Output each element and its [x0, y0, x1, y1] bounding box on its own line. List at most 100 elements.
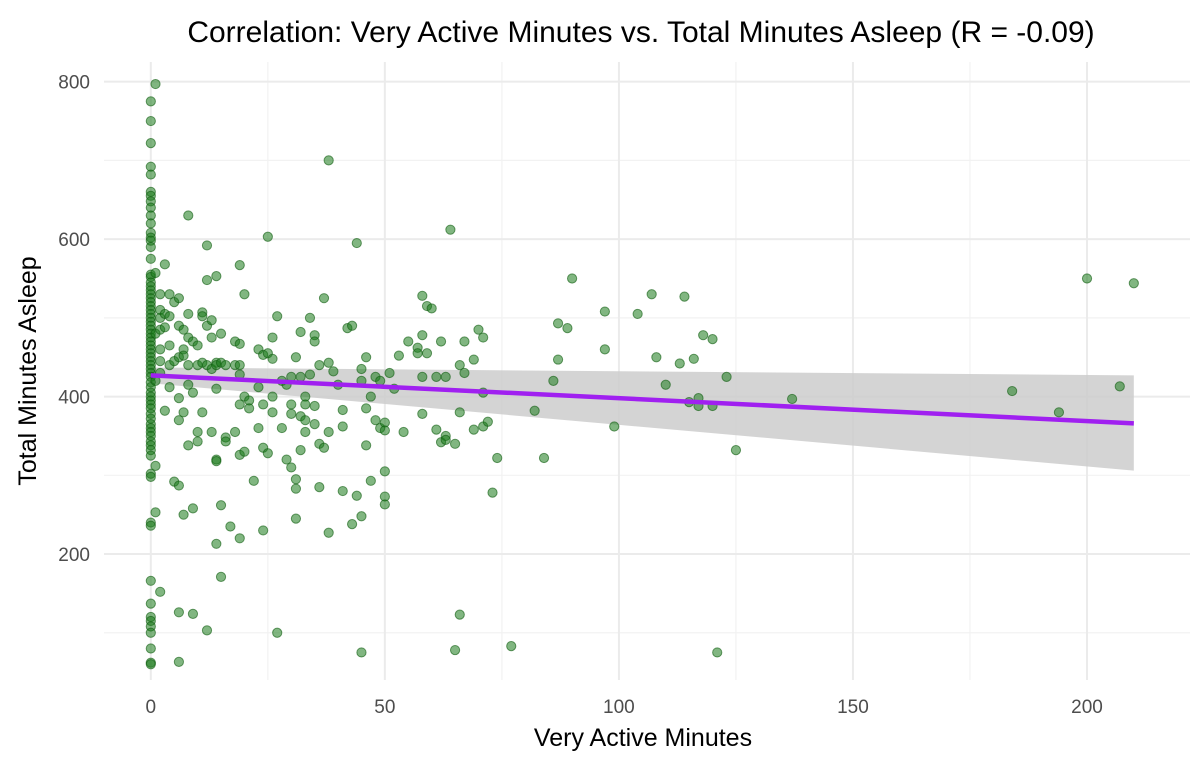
- data-point: [323, 357, 334, 368]
- data-point: [314, 359, 325, 371]
- data-point: [337, 421, 348, 432]
- data-point: [449, 644, 461, 656]
- y-axis-title: Total Minutes Asleep: [14, 256, 42, 485]
- data-point: [356, 647, 367, 658]
- data-point: [187, 608, 199, 619]
- data-point: [145, 253, 156, 264]
- data-point: [787, 393, 798, 405]
- y-tick-label: 400: [58, 388, 90, 409]
- data-point: [721, 371, 732, 383]
- data-point: [220, 436, 231, 447]
- data-point: [417, 408, 428, 420]
- data-point: [159, 259, 170, 270]
- data-point: [239, 446, 250, 457]
- y-tick-label: 200: [58, 545, 90, 566]
- data-point: [206, 426, 217, 438]
- data-point: [192, 426, 203, 438]
- data-point: [206, 315, 217, 326]
- data-point: [712, 647, 723, 658]
- data-point: [365, 475, 376, 486]
- data-point: [178, 407, 189, 418]
- x-tick-label: 0: [146, 697, 157, 718]
- data-point: [468, 354, 479, 365]
- data-point: [314, 482, 325, 493]
- data-point: [365, 391, 376, 402]
- data-point: [562, 322, 573, 334]
- data-point: [379, 466, 390, 477]
- data-point: [567, 273, 578, 284]
- data-point: [698, 330, 709, 341]
- data-point: [178, 350, 189, 361]
- x-tick-label: 200: [1071, 697, 1103, 718]
- data-point: [192, 340, 203, 351]
- data-point: [1053, 407, 1065, 418]
- data-point: [309, 336, 320, 347]
- data-point: [290, 483, 302, 494]
- data-point: [164, 311, 175, 322]
- data-point: [449, 438, 461, 449]
- chart-title: Correlation: Very Active Minutes vs. Tot…: [187, 16, 1094, 49]
- data-point: [323, 155, 334, 166]
- data-point: [145, 520, 156, 531]
- data-point: [173, 415, 184, 426]
- data-point: [150, 267, 161, 279]
- x-tick-label: 150: [837, 697, 869, 718]
- data-point: [211, 383, 222, 394]
- data-point: [234, 338, 245, 349]
- data-point: [552, 318, 564, 329]
- data-point: [234, 399, 245, 410]
- data-point: [267, 391, 278, 402]
- data-point: [229, 426, 241, 438]
- data-point: [286, 399, 297, 410]
- data-point: [145, 96, 156, 107]
- data-point: [187, 387, 199, 398]
- data-point: [454, 609, 465, 620]
- data-point: [478, 332, 489, 343]
- data-point: [660, 379, 671, 390]
- data-point: [267, 332, 278, 343]
- data-point: [145, 627, 156, 638]
- data-point: [201, 240, 213, 251]
- data-point: [211, 538, 222, 549]
- y-tick-label: 600: [58, 230, 90, 251]
- data-point: [290, 474, 302, 485]
- data-point: [206, 332, 217, 343]
- data-point: [211, 271, 222, 282]
- data-point: [178, 509, 189, 520]
- data-point: [145, 659, 156, 670]
- data-point: [150, 460, 161, 471]
- data-point: [403, 336, 414, 347]
- data-point: [173, 480, 184, 491]
- data-point: [309, 400, 320, 412]
- data-point: [445, 224, 456, 235]
- data-point: [323, 527, 334, 538]
- data-point: [454, 359, 465, 371]
- data-point: [529, 405, 540, 416]
- data-point: [337, 485, 348, 497]
- data-point: [290, 513, 302, 524]
- data-point: [220, 359, 231, 371]
- data-point: [688, 353, 699, 364]
- data-point: [468, 424, 479, 435]
- data-point: [145, 598, 156, 609]
- data-point: [295, 371, 306, 383]
- data-point: [674, 358, 685, 369]
- y-tick-label: 800: [58, 73, 90, 94]
- data-point: [183, 440, 194, 451]
- data-point: [145, 450, 156, 461]
- data-point: [215, 571, 227, 582]
- x-tick-label: 100: [603, 697, 635, 718]
- data-point: [155, 289, 166, 300]
- data-point: [300, 415, 311, 426]
- data-point: [646, 289, 657, 300]
- data-point: [417, 371, 428, 383]
- points-layer: [145, 78, 1139, 670]
- data-point: [506, 641, 517, 652]
- data-point: [435, 336, 447, 347]
- data-point: [417, 330, 428, 341]
- data-point: [318, 293, 330, 304]
- data-point: [295, 445, 306, 456]
- data-point: [178, 324, 189, 335]
- data-point: [145, 169, 156, 180]
